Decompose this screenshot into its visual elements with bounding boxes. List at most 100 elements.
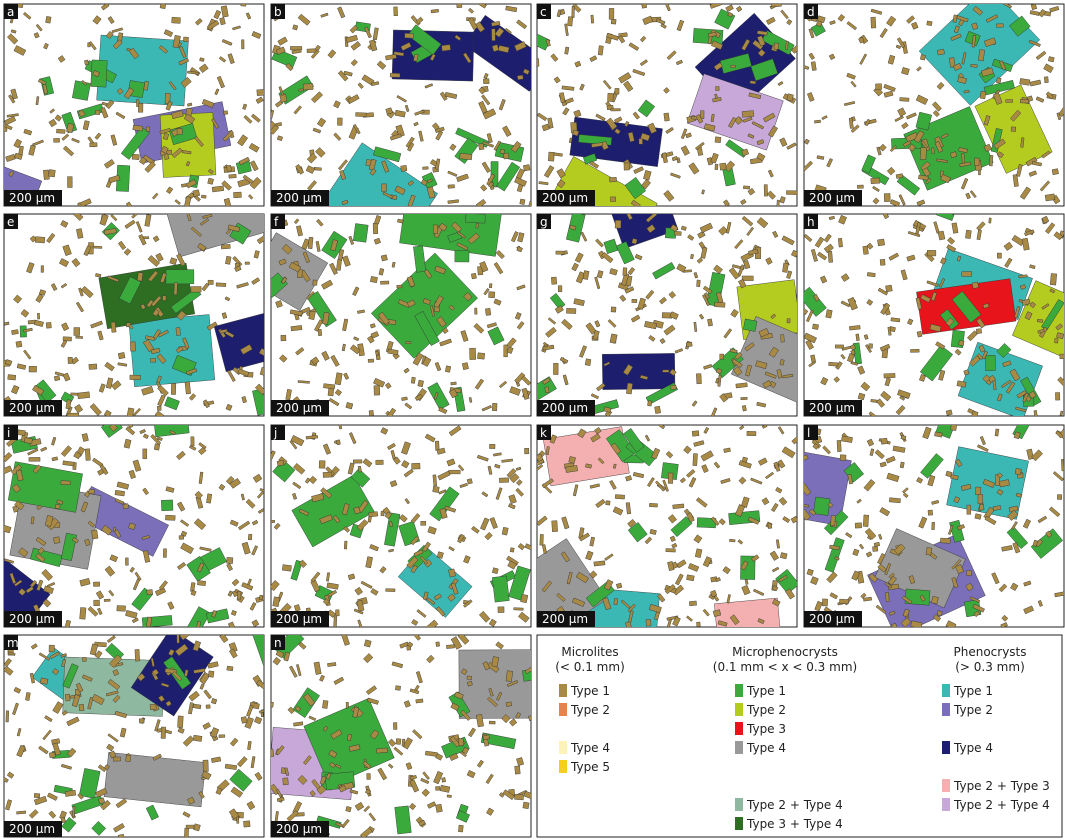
crystal: [353, 506, 361, 515]
legend-title: Microlites: [561, 645, 618, 659]
crystal: [748, 92, 762, 100]
crystal: [165, 514, 176, 521]
image: [271, 635, 531, 837]
crystal: [408, 802, 417, 811]
crystal: [469, 347, 476, 360]
crystal: [93, 581, 100, 587]
crystal: [416, 609, 427, 618]
crystal: [870, 8, 883, 15]
crystal: [991, 572, 1000, 585]
crystal: [916, 66, 922, 72]
crystal: [178, 535, 184, 540]
crystal: [401, 441, 411, 455]
crystal: [275, 745, 285, 756]
crystal: [189, 445, 197, 451]
crystal: [590, 14, 594, 24]
crystal: [520, 594, 529, 604]
crystal: [376, 60, 387, 70]
crystal: [293, 463, 306, 475]
crystal: [805, 339, 814, 350]
crystal: [73, 214, 84, 221]
crystal: [10, 29, 17, 34]
crystal: [323, 383, 336, 390]
panel-label: n: [274, 636, 282, 650]
crystal: [772, 230, 779, 238]
crystal: [94, 650, 103, 659]
panel-label: d: [807, 5, 815, 19]
crystal: [72, 805, 76, 818]
crystal: [537, 112, 548, 122]
crystal: [963, 89, 970, 94]
crystal: [589, 536, 595, 547]
crystal: [970, 63, 978, 68]
crystal: [1028, 170, 1038, 177]
crystal: [494, 27, 505, 38]
crystal: [632, 111, 640, 120]
crystal: [1051, 168, 1059, 176]
crystal: [905, 132, 919, 143]
scale-bg: [537, 611, 595, 627]
crystal: [254, 716, 263, 725]
crystal: [71, 537, 79, 544]
crystal: [113, 823, 125, 833]
crystal: [60, 220, 69, 228]
crystal: [1028, 39, 1041, 47]
crystal: [919, 344, 953, 382]
crystal: [198, 791, 205, 799]
crystal: [100, 107, 109, 119]
crystal: [1059, 353, 1064, 359]
crystal: [49, 651, 60, 659]
crystal: [35, 96, 40, 106]
panel-frame: [3, 3, 265, 207]
crystal: [514, 794, 524, 801]
crystal: [1030, 528, 1064, 559]
crystal: [28, 457, 41, 462]
crystal: [111, 380, 122, 391]
crystal: [236, 591, 242, 600]
crystal: [770, 313, 777, 320]
crystal: [1014, 306, 1021, 319]
crystal: [447, 184, 455, 189]
crystal: [549, 293, 566, 310]
crystal: [875, 604, 887, 614]
crystal: [67, 357, 73, 364]
crystal: [413, 245, 427, 273]
crystal: [254, 383, 264, 396]
crystal: [258, 709, 264, 714]
crystal: [60, 339, 68, 348]
crystal: [996, 77, 1002, 84]
crystal: [184, 669, 189, 677]
crystal: [826, 571, 838, 584]
crystal: [219, 635, 229, 643]
crystal: [680, 225, 687, 231]
crystal: [779, 196, 786, 204]
scale-bg: [537, 400, 595, 416]
crystal: [637, 99, 656, 118]
crystal: [231, 578, 240, 587]
crystal: [505, 701, 513, 707]
crystal: [571, 597, 586, 607]
crystal: [380, 511, 385, 517]
crystal: [302, 83, 314, 91]
crystal: [756, 152, 766, 162]
crystal: [474, 378, 485, 390]
crystal: [253, 250, 260, 259]
crystal: [125, 426, 136, 436]
crystal: [591, 142, 603, 148]
image: [271, 4, 531, 206]
crystal: [886, 15, 897, 27]
crystal: [201, 770, 212, 781]
scale-label: 200 µm: [276, 401, 322, 415]
crystal: [406, 276, 416, 288]
crystal: [516, 19, 528, 30]
crystal: [427, 526, 437, 535]
crystal: [4, 321, 10, 326]
crystal: [13, 45, 27, 56]
scale-label: 200 µm: [542, 612, 588, 626]
crystal: [66, 123, 75, 133]
crystal: [401, 396, 408, 401]
crystal: [211, 185, 225, 193]
crystal: [485, 773, 494, 785]
panel-label: k: [540, 426, 547, 440]
